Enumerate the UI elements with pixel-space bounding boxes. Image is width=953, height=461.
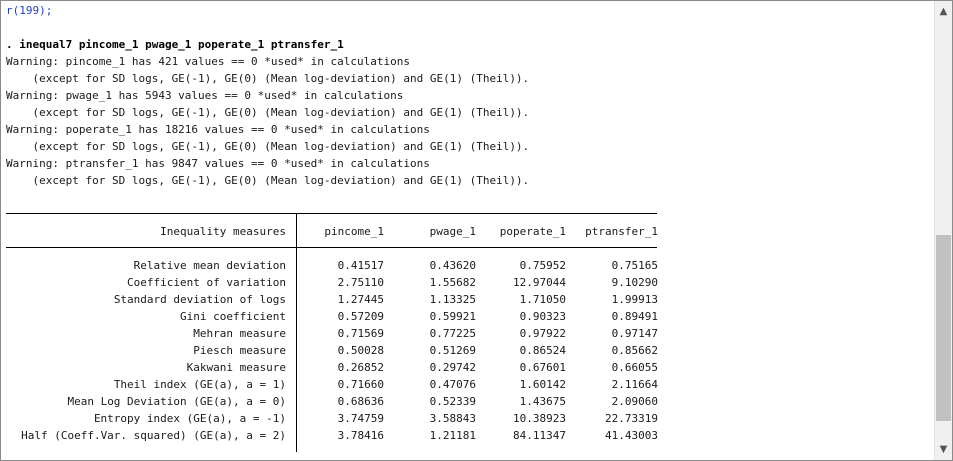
warning-detail-line: (except for SD logs, GE(-1), GE(0) (Mean… — [6, 140, 530, 153]
table-cell: 0.59921 — [429, 310, 476, 323]
warning-detail-line: (except for SD logs, GE(-1), GE(0) (Mean… — [6, 72, 530, 85]
table-row-label: Piesch measure — [193, 344, 286, 357]
table-cell: 2.11664 — [611, 378, 658, 391]
table-cell: 1.55682 — [429, 276, 476, 289]
table-cell: 0.57209 — [337, 310, 384, 323]
table-header-label: Inequality measures — [160, 225, 286, 238]
chevron-up-icon[interactable]: ▲ — [939, 6, 948, 17]
table-cell: 10.38923 — [513, 412, 566, 425]
table-cell: 0.47076 — [429, 378, 476, 391]
table-cell: 1.21181 — [429, 429, 476, 442]
table-cell: 0.67601 — [519, 361, 566, 374]
table-row-label: Theil index (GE(a), a = 1) — [113, 378, 286, 391]
table-column-divider — [296, 214, 297, 452]
chevron-down-icon[interactable]: ▼ — [939, 444, 948, 455]
table-row-label: Mehran measure — [193, 327, 286, 340]
table-cell: 0.97922 — [519, 327, 566, 340]
table-header-column: pincome_1 — [324, 225, 384, 238]
table-row-label: Entropy index (GE(a), a = -1) — [93, 412, 286, 425]
table-cell: 2.09060 — [611, 395, 658, 408]
table-cell: 0.29742 — [429, 361, 476, 374]
table-cell: 3.74759 — [337, 412, 384, 425]
table-cell: 0.89491 — [611, 310, 658, 323]
warning-line: Warning: pincome_1 has 421 values == 0 *… — [6, 55, 410, 68]
table-cell: 0.41517 — [337, 259, 384, 272]
table-cell: 0.90323 — [519, 310, 566, 323]
table-cell: 1.71050 — [519, 293, 566, 306]
table-cell: 0.71660 — [337, 378, 384, 391]
table-cell: 41.43003 — [605, 429, 658, 442]
table-cell: 0.85662 — [611, 344, 658, 357]
error-return-code[interactable]: r(199); — [6, 4, 53, 17]
table-cell: 12.97044 — [513, 276, 566, 289]
table-cell: 1.99913 — [611, 293, 658, 306]
table-cell: 2.75110 — [337, 276, 384, 289]
table-cell: 84.11347 — [513, 429, 566, 442]
warning-line: Warning: ptransfer_1 has 9847 values == … — [6, 157, 430, 170]
table-cell: 0.52339 — [429, 395, 476, 408]
table-cell: 0.50028 — [337, 344, 384, 357]
table-row-label: Mean Log Deviation (GE(a), a = 0) — [67, 395, 286, 408]
results-content: r(199); . inequal7 pincome_1 pwage_1 pop… — [6, 1, 926, 460]
table-row-label: Kakwani measure — [186, 361, 286, 374]
table-cell: 1.60142 — [519, 378, 566, 391]
warning-line: Warning: pwage_1 has 5943 values == 0 *u… — [6, 89, 404, 102]
table-cell: 0.77225 — [429, 327, 476, 340]
vertical-scrollbar[interactable]: ▲ ▼ — [934, 1, 952, 460]
warning-detail-line: (except for SD logs, GE(-1), GE(0) (Mean… — [6, 106, 530, 119]
table-row-label: Relative mean deviation — [133, 259, 286, 272]
table-cell: 0.66055 — [611, 361, 658, 374]
table-cell: 0.97147 — [611, 327, 658, 340]
table-header-column: ptransfer_1 — [585, 225, 658, 238]
table-cell: 0.51269 — [429, 344, 476, 357]
table-cell: 1.27445 — [337, 293, 384, 306]
table-cell: 0.86524 — [519, 344, 566, 357]
table-row-label: Standard deviation of logs — [113, 293, 286, 306]
table-cell: 9.10290 — [611, 276, 658, 289]
table-cell: 0.26852 — [337, 361, 384, 374]
table-header-column: pwage_1 — [429, 225, 476, 238]
table-header-rule — [6, 247, 657, 248]
table-cell: 1.13325 — [429, 293, 476, 306]
table-header-column: poperate_1 — [499, 225, 566, 238]
table-row-label: Half (Coeff.Var. squared) (GE(a), a = 2) — [21, 429, 286, 442]
table-cell: 0.68636 — [337, 395, 384, 408]
table-cell: 0.43620 — [429, 259, 476, 272]
table-cell: 22.73319 — [605, 412, 658, 425]
table-cell: 1.43675 — [519, 395, 566, 408]
command-line: . inequal7 pincome_1 pwage_1 poperate_1 … — [6, 38, 344, 51]
table-row-label: Gini coefficient — [180, 310, 286, 323]
table-cell: 0.75165 — [611, 259, 658, 272]
table-cell: 0.71569 — [337, 327, 384, 340]
warning-detail-line: (except for SD logs, GE(-1), GE(0) (Mean… — [6, 174, 530, 187]
table-cell: 3.78416 — [337, 429, 384, 442]
scrollbar-thumb[interactable] — [936, 235, 951, 421]
table-cell: 0.75952 — [519, 259, 566, 272]
table-row-label: Coefficient of variation — [127, 276, 286, 289]
warning-line: Warning: poperate_1 has 18216 values == … — [6, 123, 430, 136]
table-cell: 3.58843 — [429, 412, 476, 425]
table-top-rule — [6, 213, 657, 214]
